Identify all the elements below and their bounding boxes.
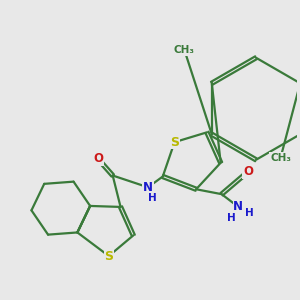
- Text: H: H: [245, 208, 254, 218]
- Text: CH₃: CH₃: [270, 153, 291, 163]
- Text: S: S: [104, 250, 113, 262]
- Text: N: N: [143, 181, 153, 194]
- Text: H: H: [148, 194, 157, 203]
- Text: CH₃: CH₃: [174, 45, 195, 55]
- Text: H: H: [227, 213, 236, 223]
- Text: O: O: [93, 152, 103, 165]
- Text: O: O: [243, 165, 253, 178]
- Text: N: N: [233, 200, 243, 213]
- Text: S: S: [170, 136, 179, 148]
